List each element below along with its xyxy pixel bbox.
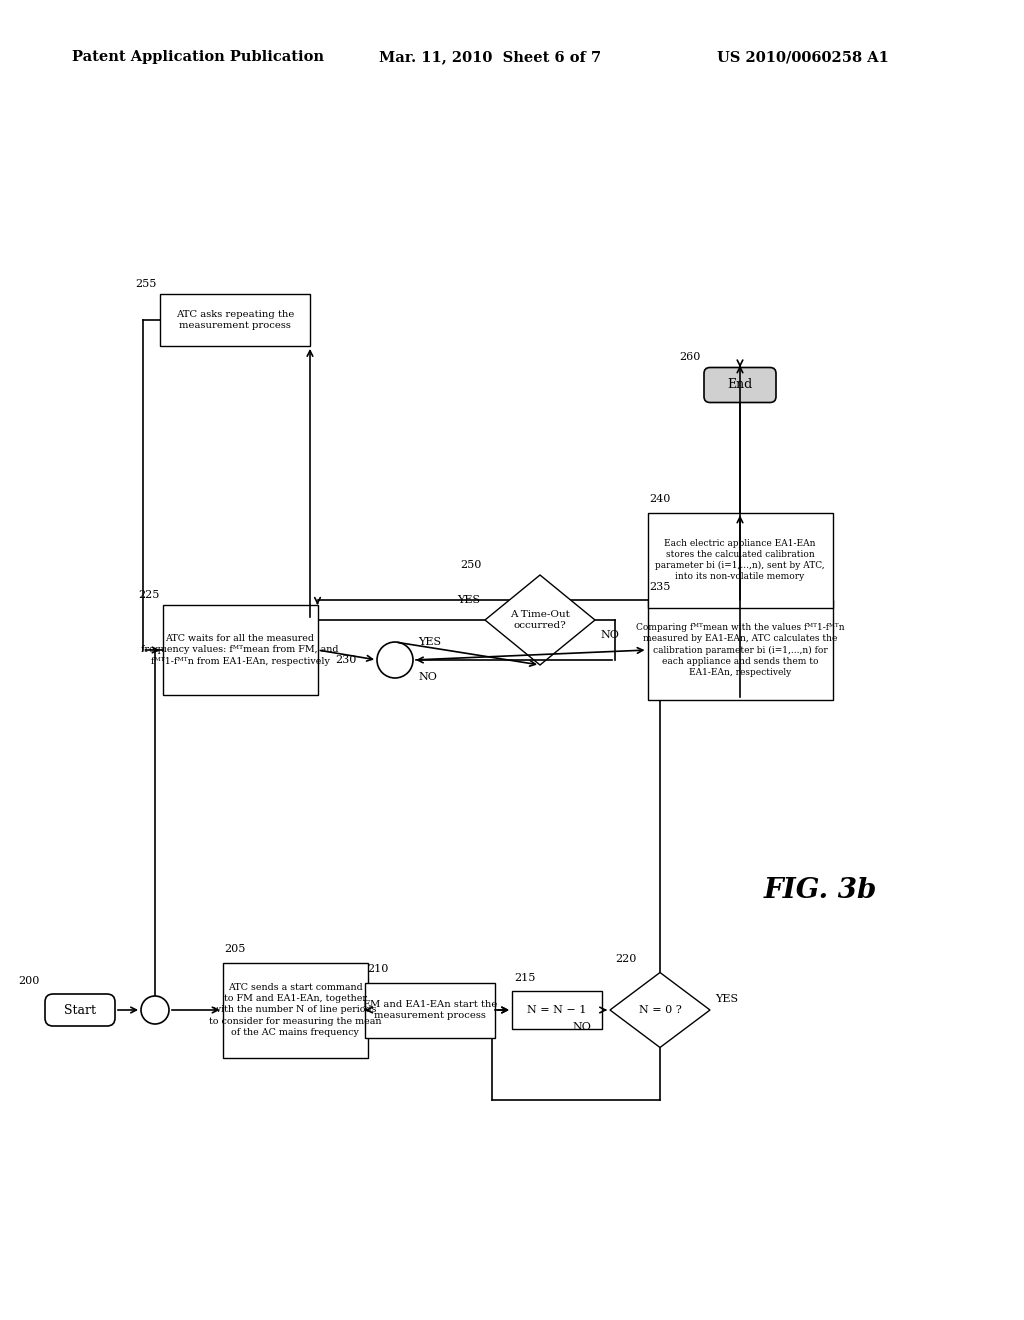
Text: 260: 260 (680, 352, 701, 363)
FancyBboxPatch shape (222, 962, 368, 1057)
FancyBboxPatch shape (365, 982, 495, 1038)
Text: FIG. 3b: FIG. 3b (763, 876, 877, 903)
Text: A Time-Out
occurred?: A Time-Out occurred? (510, 610, 570, 630)
FancyBboxPatch shape (647, 512, 833, 607)
Text: ATC waits for all the measured
frequency values: fᴹᵀmean from FM, and
fᴹᵀ1-fᴹᵀn : ATC waits for all the measured frequency… (141, 635, 339, 665)
Text: 250: 250 (461, 560, 482, 570)
Text: Patent Application Publication: Patent Application Publication (72, 50, 324, 65)
Text: Mar. 11, 2010  Sheet 6 of 7: Mar. 11, 2010 Sheet 6 of 7 (379, 50, 601, 65)
Text: 215: 215 (514, 973, 536, 983)
Text: 255: 255 (135, 279, 157, 289)
FancyBboxPatch shape (705, 367, 776, 403)
Text: 205: 205 (224, 945, 246, 954)
Text: NO: NO (600, 630, 618, 640)
FancyBboxPatch shape (647, 601, 833, 700)
Polygon shape (610, 973, 710, 1048)
Text: US 2010/0060258 A1: US 2010/0060258 A1 (717, 50, 889, 65)
Text: ATC asks repeating the
measurement process: ATC asks repeating the measurement proce… (176, 310, 294, 330)
Text: 225: 225 (138, 590, 160, 601)
Text: 235: 235 (649, 582, 671, 591)
Text: YES: YES (457, 595, 480, 605)
Text: ATC sends a start command
to FM and EA1-EAn, together
with the number N of line : ATC sends a start command to FM and EA1-… (209, 983, 381, 1036)
FancyBboxPatch shape (163, 605, 317, 696)
FancyBboxPatch shape (160, 294, 310, 346)
Text: FM and EA1-EAn start the
measurement process: FM and EA1-EAn start the measurement pro… (362, 1001, 498, 1020)
Text: 220: 220 (615, 954, 636, 965)
Text: Start: Start (63, 1003, 96, 1016)
Circle shape (141, 997, 169, 1024)
Text: 200: 200 (18, 975, 40, 986)
FancyBboxPatch shape (512, 991, 602, 1030)
Text: End: End (727, 379, 753, 392)
FancyBboxPatch shape (45, 994, 115, 1026)
Polygon shape (485, 576, 595, 665)
Text: Each electric appliance EA1-EAn
stores the calculated calibration
parameter bi (: Each electric appliance EA1-EAn stores t… (655, 539, 824, 581)
Text: YES: YES (418, 638, 441, 647)
Text: 210: 210 (367, 965, 388, 974)
Text: N = 0 ?: N = 0 ? (639, 1005, 681, 1015)
Text: NO: NO (572, 1022, 591, 1032)
Text: 230: 230 (336, 655, 357, 665)
Text: Comparing fᴹᵀmean with the values fᴹᵀ1-fᴹᵀn
measured by EA1-EAn, ATC calculates : Comparing fᴹᵀmean with the values fᴹᵀ1-f… (636, 623, 845, 677)
Circle shape (377, 642, 413, 678)
Text: YES: YES (715, 994, 738, 1005)
Text: 240: 240 (649, 495, 671, 504)
Text: N = N − 1: N = N − 1 (527, 1005, 587, 1015)
Text: NO: NO (418, 672, 437, 682)
